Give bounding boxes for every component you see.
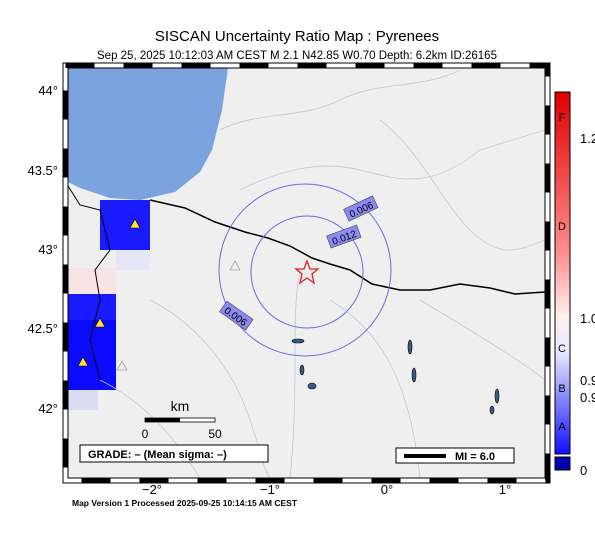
grade-letter: B — [558, 383, 565, 395]
lon-label: −2° — [142, 482, 162, 497]
grade-letter: F — [559, 112, 566, 124]
lon-labels: −2° −1° 0° 1° — [142, 482, 511, 497]
lat-label: 42.5° — [27, 321, 58, 336]
title: SISCAN Uncertainty Ratio Map : Pyrenees — [155, 28, 439, 45]
rivers — [99, 69, 545, 478]
colorbar-label: 1.0 — [580, 311, 595, 326]
subtitle: Sep 25, 2025 10:12:03 AM CEST M 2.1 N42.… — [97, 50, 497, 62]
contours — [218, 183, 392, 357]
stations — [77, 218, 241, 371]
border — [68, 185, 111, 381]
map-frame — [62, 62, 551, 484]
lakes — [291, 338, 500, 415]
scale-unit: km — [171, 398, 190, 414]
mi-box — [395, 447, 515, 464]
grade-letter: D — [558, 221, 566, 233]
sea — [68, 68, 228, 200]
colorbar-label: 0.9 — [580, 390, 595, 405]
colorbar-label: 0 — [580, 463, 587, 478]
colorbar-label: 0.9 — [580, 373, 595, 388]
scale-bar: km 0 50 — [142, 398, 222, 441]
grade-box — [79, 444, 269, 463]
colorbar: F D C B A 1.2 1.0 0.9 0.9 0 — [554, 91, 595, 478]
map-area: 0.006 0.012 0.006 km 0 50 GRADE: – (Mean… — [68, 68, 545, 478]
mi-line — [404, 454, 446, 458]
grade-letter: C — [558, 343, 566, 355]
scale-label: 0 — [142, 427, 149, 441]
grade-text: GRADE: – (Mean sigma: –) — [88, 449, 227, 461]
lat-labels: 44° 43.5° 43° 42.5° 42° — [27, 83, 58, 416]
contour-labels: 0.006 0.012 0.006 — [219, 195, 379, 331]
lat-label: 43.5° — [27, 163, 58, 178]
footer: Map Version 1 Processed 2025-09-25 10:14… — [72, 498, 298, 508]
scale-label: 50 — [208, 427, 222, 441]
lat-label: 44° — [38, 83, 58, 98]
epicenter — [294, 259, 320, 285]
lat-label: 43° — [38, 242, 58, 257]
mi-text: MI = 6.0 — [455, 451, 495, 463]
lon-label: −1° — [260, 482, 280, 497]
lon-label: 0° — [381, 482, 393, 497]
lon-label: 1° — [499, 482, 511, 497]
grade-letter: A — [558, 421, 566, 433]
lat-label: 42° — [38, 401, 58, 416]
colorbar-label: 1.2 — [580, 131, 595, 146]
